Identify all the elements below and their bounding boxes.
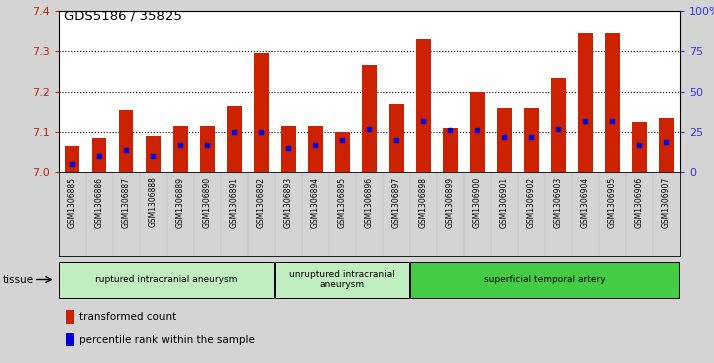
- Text: superficial temporal artery: superficial temporal artery: [484, 275, 605, 284]
- Text: unruptured intracranial
aneurysm: unruptured intracranial aneurysm: [289, 270, 395, 289]
- Bar: [335, 132, 350, 172]
- Bar: [119, 110, 134, 172]
- Text: GSM1306904: GSM1306904: [580, 176, 590, 228]
- Bar: [550, 78, 565, 172]
- Text: GSM1306905: GSM1306905: [608, 176, 617, 228]
- FancyBboxPatch shape: [59, 262, 274, 298]
- Bar: [362, 65, 376, 172]
- Text: GSM1306906: GSM1306906: [635, 176, 644, 228]
- Text: GSM1306900: GSM1306900: [473, 176, 482, 228]
- Text: GSM1306893: GSM1306893: [283, 176, 293, 228]
- Text: percentile rank within the sample: percentile rank within the sample: [79, 335, 256, 345]
- Text: GSM1306891: GSM1306891: [230, 176, 238, 228]
- Bar: [605, 33, 620, 172]
- Text: GSM1306894: GSM1306894: [311, 176, 320, 228]
- Text: ruptured intracranial aneurysm: ruptured intracranial aneurysm: [96, 275, 238, 284]
- Bar: [632, 122, 647, 172]
- Bar: [173, 126, 188, 172]
- Text: transformed count: transformed count: [79, 312, 176, 322]
- Text: GSM1306885: GSM1306885: [68, 176, 76, 228]
- Bar: [497, 108, 512, 172]
- Bar: [146, 136, 161, 172]
- Bar: [416, 39, 431, 172]
- Bar: [253, 53, 268, 172]
- FancyBboxPatch shape: [275, 262, 409, 298]
- Text: GSM1306889: GSM1306889: [176, 176, 185, 228]
- Text: GSM1306888: GSM1306888: [149, 176, 158, 228]
- Bar: [388, 104, 403, 172]
- Text: GSM1306896: GSM1306896: [365, 176, 373, 228]
- Text: GSM1306902: GSM1306902: [527, 176, 536, 228]
- Text: GSM1306892: GSM1306892: [256, 176, 266, 228]
- Bar: [578, 33, 593, 172]
- Bar: [226, 106, 241, 172]
- Bar: [659, 118, 673, 172]
- Text: tissue: tissue: [3, 274, 34, 285]
- Bar: [443, 128, 458, 172]
- Text: GSM1306890: GSM1306890: [203, 176, 211, 228]
- Text: GSM1306903: GSM1306903: [553, 176, 563, 228]
- Text: GSM1306901: GSM1306901: [500, 176, 508, 228]
- Bar: [91, 138, 106, 172]
- Text: GDS5186 / 35825: GDS5186 / 35825: [64, 9, 182, 22]
- Bar: [308, 126, 323, 172]
- Text: GSM1306895: GSM1306895: [338, 176, 346, 228]
- Bar: [470, 92, 485, 172]
- Bar: [66, 310, 74, 324]
- Text: GSM1306899: GSM1306899: [446, 176, 455, 228]
- FancyBboxPatch shape: [410, 262, 679, 298]
- Bar: [200, 126, 214, 172]
- Text: GSM1306887: GSM1306887: [121, 176, 131, 228]
- Bar: [281, 126, 296, 172]
- Text: GSM1306898: GSM1306898: [418, 176, 428, 228]
- Text: GSM1306886: GSM1306886: [94, 176, 104, 228]
- Bar: [66, 333, 74, 346]
- Bar: [524, 108, 538, 172]
- Text: GSM1306907: GSM1306907: [662, 176, 670, 228]
- Bar: [65, 146, 79, 172]
- Text: GSM1306897: GSM1306897: [392, 176, 401, 228]
